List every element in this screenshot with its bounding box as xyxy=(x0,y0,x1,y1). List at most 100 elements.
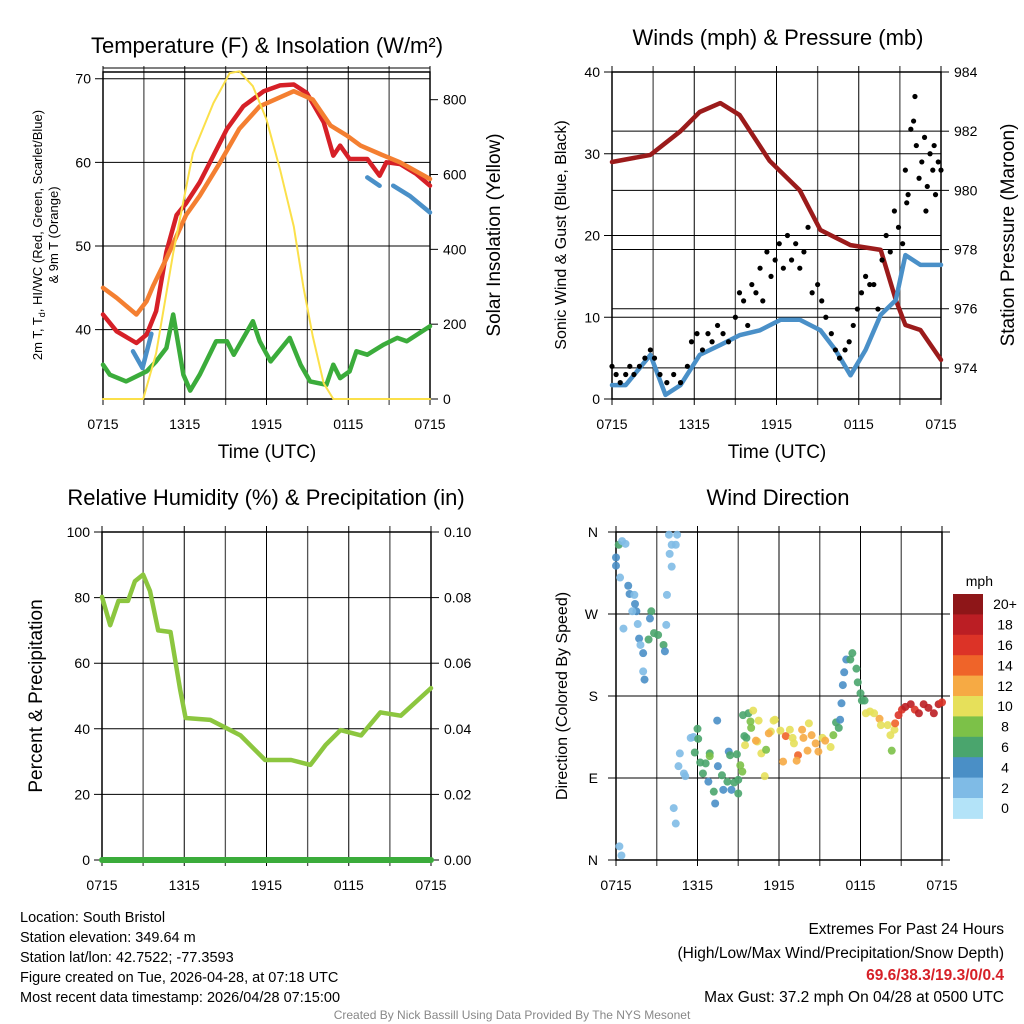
winddir-point xyxy=(890,725,899,734)
extremes-title: Extremes For Past 24 Hours xyxy=(808,921,1004,938)
legend-swatch xyxy=(953,757,983,779)
winddir-point xyxy=(667,562,676,571)
solar-y-label: Solar Insolation (Yellow) xyxy=(484,133,505,336)
winddir-point xyxy=(762,745,771,754)
wind-ytick-label: 10 xyxy=(584,309,600,325)
legend-label: 8 xyxy=(1001,719,1009,735)
rh-ytick-label: 60 xyxy=(74,655,90,671)
gust-point xyxy=(657,371,663,378)
gust-point xyxy=(923,208,929,214)
rh-y2tick-label: 0.08 xyxy=(444,590,471,606)
gust-point xyxy=(636,363,643,369)
winddir-ytick-label: S xyxy=(589,688,598,704)
legend-label: 4 xyxy=(1001,759,1009,775)
wind-series-pressure xyxy=(609,100,944,363)
gust-point xyxy=(757,265,763,271)
gust-point xyxy=(850,322,856,329)
gust-point xyxy=(832,347,839,353)
winddir-point xyxy=(749,706,758,715)
gust-point xyxy=(788,257,795,263)
winddir-point xyxy=(852,664,861,673)
winddir-point xyxy=(826,743,835,752)
legend-swatch xyxy=(953,655,983,677)
winddir-point xyxy=(736,761,745,770)
winddir-point xyxy=(837,699,846,708)
gust-point xyxy=(871,281,877,288)
winddir-point xyxy=(856,689,865,698)
wind-y2tick-label: 976 xyxy=(954,301,978,317)
winddir-ytick-label: W xyxy=(585,606,599,622)
rh-ytick-label: 40 xyxy=(74,721,90,737)
temp-y2tick-label: 400 xyxy=(443,241,467,257)
winddir-point xyxy=(615,842,624,851)
credit: Created By Nick Bassill Using Data Provi… xyxy=(334,1008,691,1022)
gust-point xyxy=(623,371,629,378)
winddir-point xyxy=(799,733,808,742)
gust-point xyxy=(617,380,623,386)
gust-point xyxy=(609,363,615,369)
winddir-point xyxy=(785,725,794,734)
winddir-point xyxy=(887,746,896,755)
gust-point xyxy=(720,331,726,337)
gust-point xyxy=(809,290,815,296)
winddir-point xyxy=(821,736,830,745)
winddir-point xyxy=(660,647,669,656)
wind-x-label: Time (UTC) xyxy=(728,442,827,463)
rh-y-label: Percent & Precipitation xyxy=(26,599,47,792)
legend-swatch xyxy=(953,736,983,758)
winddir-point xyxy=(671,819,680,828)
winddir-point xyxy=(698,769,707,778)
gust-point xyxy=(741,298,747,304)
winddir-point xyxy=(679,769,688,778)
winddir-xtick-label: 1315 xyxy=(682,877,713,893)
gust-point xyxy=(924,183,930,190)
gust-point xyxy=(919,159,925,165)
winddir-point xyxy=(764,729,773,738)
gust-point xyxy=(647,347,653,353)
winddir-point xyxy=(621,539,630,548)
temp-series-solar xyxy=(102,70,431,400)
gust-point xyxy=(631,371,637,378)
gust-point xyxy=(828,331,834,337)
gust-point xyxy=(921,134,928,140)
gust-point xyxy=(784,232,791,239)
gust-point xyxy=(930,167,936,173)
wind-series-sonic-wind xyxy=(609,252,944,398)
winddir-point xyxy=(836,715,845,724)
legend-swatch xyxy=(953,716,983,738)
winddir-point xyxy=(727,785,736,794)
winddir-point xyxy=(631,599,640,608)
winddir-ytick-label: N xyxy=(588,852,598,868)
gust-point xyxy=(664,380,670,386)
temp-ytick-label: 50 xyxy=(75,238,91,254)
winddir-y-label: Direction (Colored By Speed) xyxy=(554,592,571,800)
winddir-xtick-label: 0115 xyxy=(845,877,875,893)
rh-xtick-label: 1315 xyxy=(169,877,200,893)
wind-y-label: Sonic Wind & Gust (Blue, Black) xyxy=(553,120,570,349)
legend-label: 12 xyxy=(997,678,1013,694)
gust-point xyxy=(904,200,910,206)
wind-xtick-label: 0115 xyxy=(844,416,874,432)
winddir-point xyxy=(838,681,847,690)
winddir-point xyxy=(647,607,656,616)
gust-point xyxy=(910,118,917,124)
temp-xtick-label: 1315 xyxy=(169,416,200,432)
winddir-point xyxy=(619,624,628,633)
winddir-point xyxy=(906,700,915,709)
wind-chart-title: Winds (mph) & Pressure (mb) xyxy=(633,25,924,50)
wind-y2tick-label: 984 xyxy=(954,64,978,80)
winddir-point xyxy=(846,655,855,664)
winddir-point xyxy=(741,741,750,750)
legend-swatch xyxy=(953,634,983,656)
winddir-point xyxy=(726,751,735,760)
legend-swatch xyxy=(953,614,983,636)
gust-point xyxy=(927,151,933,157)
winddir-point xyxy=(612,561,620,570)
winddir-ytick-label: N xyxy=(588,524,598,540)
gust-point xyxy=(846,339,852,345)
rh-xtick-label: 0115 xyxy=(334,877,364,893)
winddir-point xyxy=(659,640,668,649)
wind-ytick-label: 30 xyxy=(584,146,600,162)
wind-y2tick-label: 982 xyxy=(954,123,978,139)
winddir-point xyxy=(635,634,644,643)
